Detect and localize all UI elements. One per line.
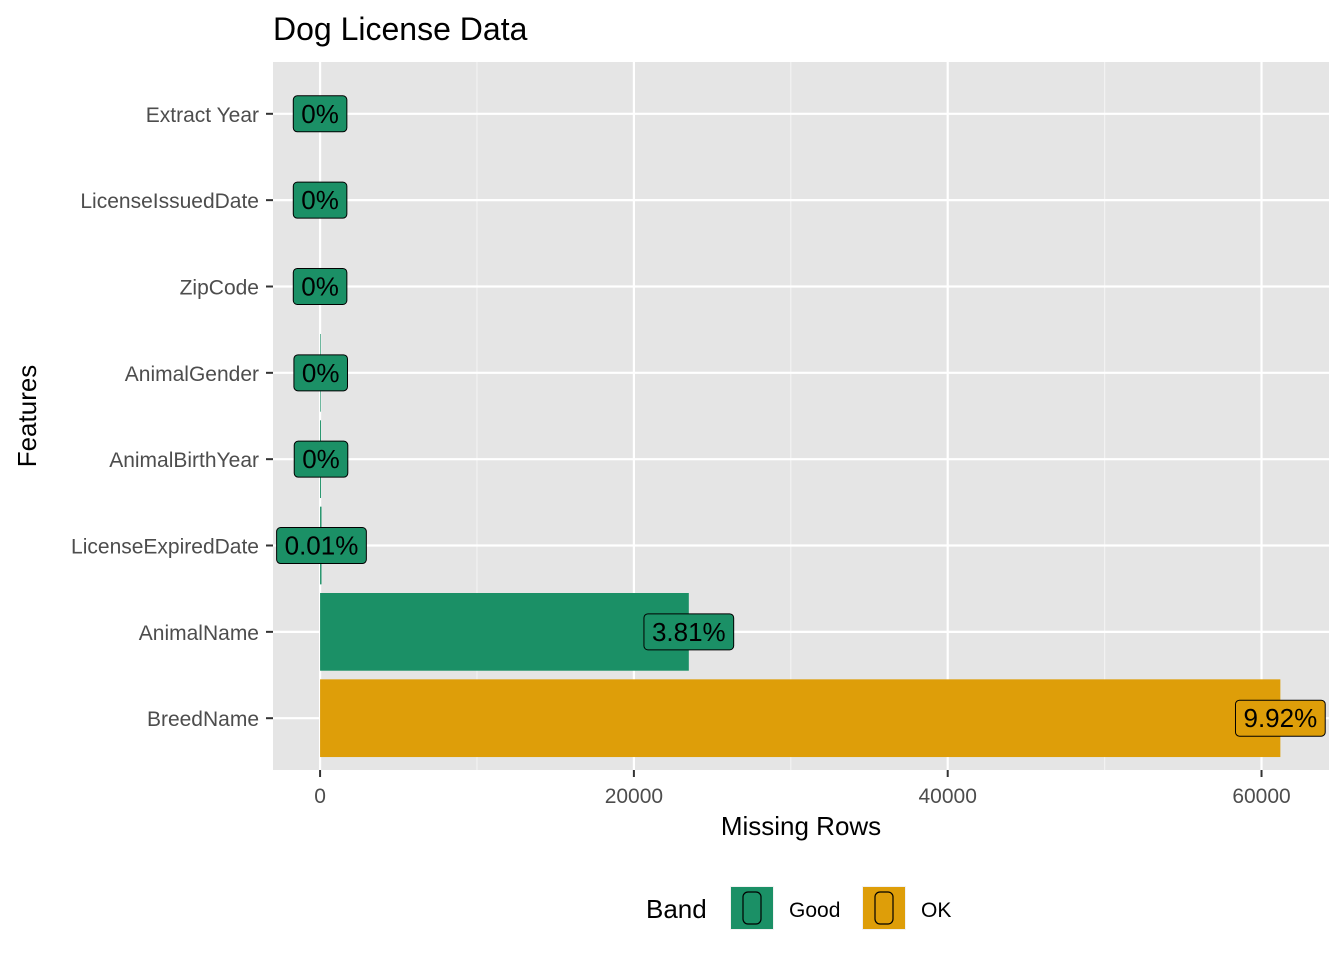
legend-key-glyph bbox=[874, 891, 894, 925]
data-label: 3.81% bbox=[652, 617, 726, 647]
legend-key-ok bbox=[863, 887, 905, 929]
data-label-group: 0% bbox=[293, 440, 349, 478]
data-label: 0.01% bbox=[285, 531, 359, 561]
x-tick-label: 60000 bbox=[1232, 785, 1290, 808]
data-label-group: 0% bbox=[293, 354, 348, 392]
y-tick-label: BreedName bbox=[147, 708, 259, 731]
legend: Band Good OK bbox=[646, 886, 951, 930]
data-label: 0% bbox=[302, 358, 340, 388]
y-tick-label: LicenseExpiredDate bbox=[71, 536, 259, 559]
data-label-group: 3.81% bbox=[643, 613, 735, 651]
data-label-box bbox=[292, 267, 348, 305]
data-label: 0% bbox=[301, 99, 339, 129]
x-tick-label: 0 bbox=[314, 785, 326, 808]
data-labels: 0% 0% 0% 0% 0% 0.01% 3.81% 9.92% bbox=[276, 95, 1326, 737]
data-label-group: 0% bbox=[292, 181, 348, 219]
x-axis-title: Missing Rows bbox=[721, 811, 881, 841]
y-tick-label: AnimalGender bbox=[125, 363, 259, 386]
legend-item-label: OK bbox=[921, 899, 951, 922]
data-label-group: 9.92% bbox=[1234, 699, 1326, 737]
data-label: 0% bbox=[301, 185, 339, 215]
data-label-box bbox=[292, 95, 348, 133]
bars bbox=[320, 333, 1281, 758]
data-label-box bbox=[293, 440, 349, 478]
x-tick-label: 40000 bbox=[919, 785, 977, 808]
data-label: 0% bbox=[301, 271, 339, 301]
data-label-box bbox=[643, 613, 735, 651]
y-tick-label: LicenseIssuedDate bbox=[80, 190, 259, 213]
bar-breedname bbox=[320, 679, 1281, 758]
y-tick-label: Extract Year bbox=[146, 104, 259, 127]
legend-key-good bbox=[731, 887, 773, 929]
x-axis: 0 20000 40000 60000 bbox=[314, 770, 1291, 808]
data-label-box bbox=[1234, 699, 1326, 737]
data-label-box bbox=[293, 354, 348, 392]
data-label-box bbox=[276, 527, 367, 565]
legend-item-label: Good bbox=[789, 899, 840, 922]
data-label-group: 0% bbox=[292, 95, 348, 133]
x-tick-label: 20000 bbox=[605, 785, 663, 808]
data-label-box bbox=[292, 181, 348, 219]
data-label-group: 0% bbox=[292, 267, 348, 305]
y-tick-label: ZipCode bbox=[180, 276, 259, 299]
data-label: 9.92% bbox=[1243, 703, 1317, 733]
y-tick-label: AnimalBirthYear bbox=[109, 449, 259, 472]
y-tick-label: AnimalName bbox=[139, 622, 259, 645]
y-axis-title: Features bbox=[12, 365, 42, 468]
data-label: 0% bbox=[302, 444, 340, 474]
data-label-group: 0.01% bbox=[276, 527, 367, 565]
chart-title: Dog License Data bbox=[273, 11, 528, 47]
y-axis: Extract Year LicenseIssuedDate ZipCode Anim… bbox=[71, 104, 273, 731]
bar-animalname bbox=[320, 593, 689, 671]
legend-key-glyph bbox=[742, 891, 762, 925]
legend-title: Band bbox=[646, 894, 707, 924]
